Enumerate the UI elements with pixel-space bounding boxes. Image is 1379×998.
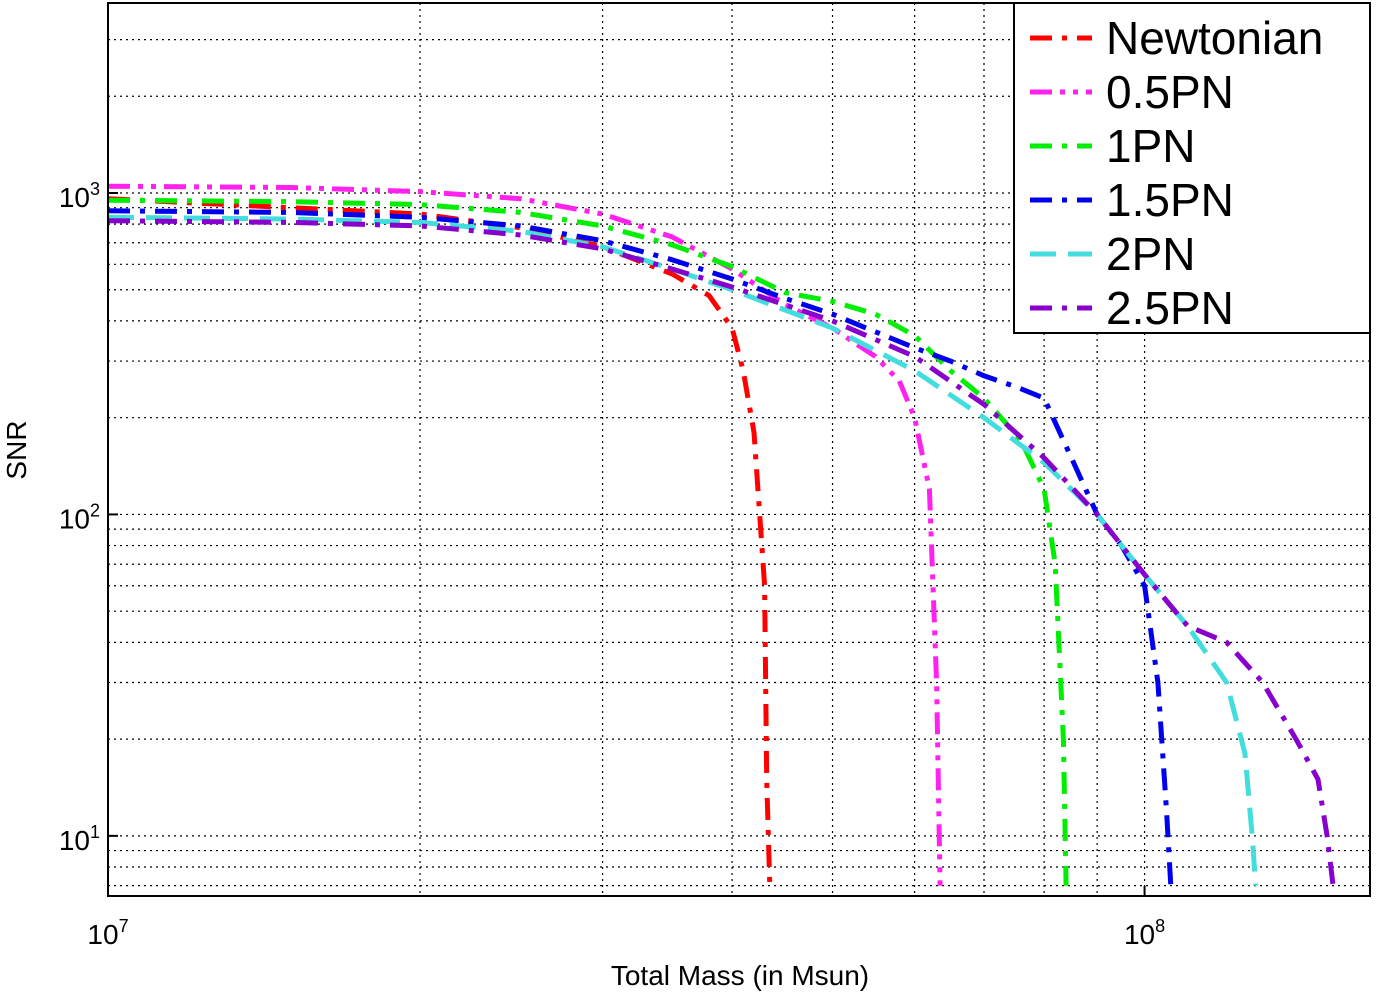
legend-label: 1PN <box>1106 120 1195 172</box>
y-tick-label: 103 <box>59 179 100 213</box>
series-line-2-5pn <box>107 218 1336 886</box>
x-tick-label: 107 <box>87 916 128 950</box>
series-line-2pn <box>107 214 1259 886</box>
series-line-0-5pn <box>107 183 943 886</box>
y-tick-label: 102 <box>59 500 100 534</box>
series-line-newtonian <box>107 196 773 886</box>
plot-frame <box>107 2 1371 897</box>
legend-label: 0.5PN <box>1106 66 1234 118</box>
axis-ticks: 107 108 101 102 103 <box>59 179 1165 950</box>
series-line-1pn <box>107 197 1069 886</box>
series-lines <box>107 183 1336 886</box>
legend-box <box>1013 2 1371 334</box>
legend-label: Newtonian <box>1106 12 1323 64</box>
legend-label: 2.5PN <box>1106 282 1234 334</box>
y-tick-label: 101 <box>59 822 100 856</box>
x-axis-label: Total Mass (in Msun) <box>611 960 869 991</box>
legend-label: 2PN <box>1106 228 1195 280</box>
x-tick-label: 108 <box>1124 916 1165 950</box>
y-axis-label: SNR <box>1 420 32 479</box>
legend-label: 1.5PN <box>1106 174 1234 226</box>
